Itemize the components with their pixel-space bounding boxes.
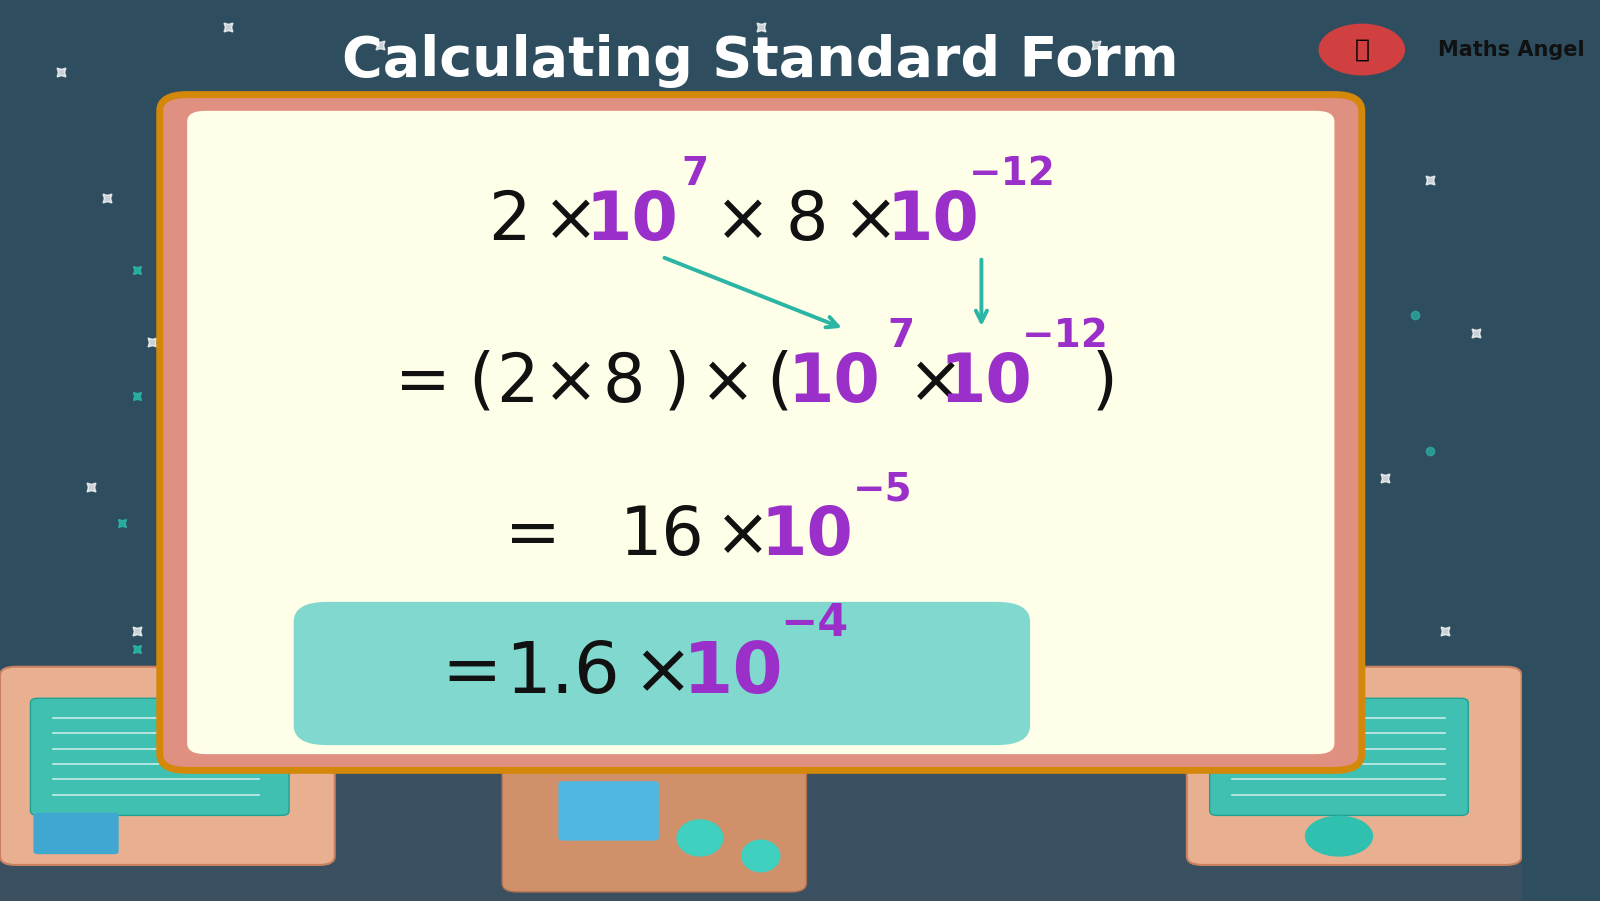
Text: (: ( <box>467 350 494 416</box>
FancyBboxPatch shape <box>1187 667 1522 865</box>
Circle shape <box>1019 392 1218 509</box>
FancyBboxPatch shape <box>160 95 1362 770</box>
Text: 10: 10 <box>683 639 784 708</box>
Text: −4: −4 <box>779 603 848 645</box>
Ellipse shape <box>677 820 723 856</box>
Text: ×: × <box>715 187 771 254</box>
Text: −12: −12 <box>968 155 1056 193</box>
Text: =: = <box>504 503 560 569</box>
Text: 7: 7 <box>682 155 709 193</box>
Text: 8: 8 <box>786 187 827 254</box>
FancyBboxPatch shape <box>558 781 659 841</box>
FancyBboxPatch shape <box>30 698 290 815</box>
Text: ×: × <box>843 187 898 254</box>
Ellipse shape <box>1058 407 1179 457</box>
Text: ×: × <box>632 639 693 708</box>
FancyBboxPatch shape <box>0 667 334 865</box>
Text: Calculating Standard Form: Calculating Standard Form <box>342 34 1179 88</box>
Text: ×: × <box>542 350 598 416</box>
FancyBboxPatch shape <box>1035 487 1202 604</box>
Text: ×: × <box>715 503 771 569</box>
FancyBboxPatch shape <box>187 111 1334 754</box>
Text: 7: 7 <box>888 317 914 355</box>
FancyBboxPatch shape <box>294 602 1030 745</box>
Text: −12: −12 <box>1022 317 1109 355</box>
FancyBboxPatch shape <box>1210 698 1469 815</box>
FancyBboxPatch shape <box>34 813 118 854</box>
Text: =: = <box>442 639 502 708</box>
Circle shape <box>1320 24 1405 75</box>
FancyBboxPatch shape <box>0 730 1522 901</box>
Text: 10: 10 <box>939 350 1032 416</box>
Text: =: = <box>395 350 451 416</box>
Text: 10: 10 <box>787 350 880 416</box>
Text: ×: × <box>542 187 598 254</box>
FancyBboxPatch shape <box>502 748 806 892</box>
Text: ): ) <box>664 350 690 416</box>
Text: Maths Angel: Maths Angel <box>1438 40 1584 59</box>
Circle shape <box>1306 816 1373 856</box>
Text: 2: 2 <box>488 187 531 254</box>
Text: ×: × <box>699 350 755 416</box>
Text: 10: 10 <box>760 503 853 569</box>
Text: 🦉: 🦉 <box>1354 38 1370 61</box>
Text: ): ) <box>1091 350 1118 416</box>
Text: 8: 8 <box>603 350 645 416</box>
Text: −5: −5 <box>853 470 912 508</box>
Text: 10: 10 <box>886 187 979 254</box>
Text: 16: 16 <box>619 503 704 569</box>
Text: 1.6: 1.6 <box>506 639 621 708</box>
Text: 2: 2 <box>496 350 539 416</box>
Text: 10: 10 <box>586 187 678 254</box>
Text: ×: × <box>907 350 963 416</box>
Ellipse shape <box>742 840 779 872</box>
Text: (: ( <box>766 350 792 416</box>
